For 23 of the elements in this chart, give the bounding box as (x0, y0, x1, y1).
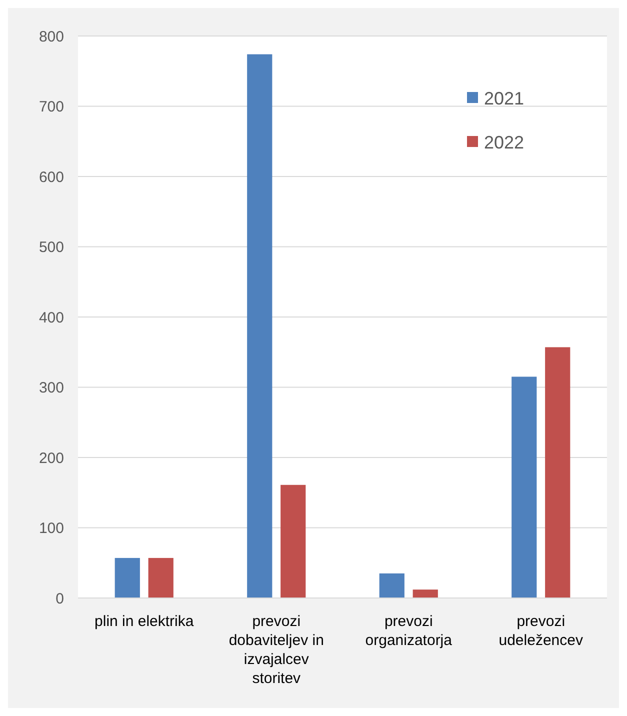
x-tick-label: plin in elektrika (94, 613, 194, 630)
y-tick-label: 400 (38, 309, 64, 326)
y-tick-label: 0 (56, 590, 64, 608)
bar (148, 558, 174, 598)
y-tick-label: 200 (38, 450, 64, 467)
bar (545, 347, 570, 598)
legend-label: 2021 (484, 88, 524, 108)
bar (379, 573, 404, 598)
bar (114, 558, 140, 598)
bar (412, 590, 438, 598)
y-tick-label: 500 (38, 239, 64, 256)
bar (280, 484, 306, 598)
y-tick-label: 800 (38, 28, 64, 46)
bar (247, 54, 272, 598)
x-tick-label: prevozi dobaviteljev in izvajalcev storitev (228, 613, 324, 687)
y-tick-label: 700 (38, 98, 64, 116)
y-tick-label: 100 (38, 520, 64, 537)
y-tick-label: 300 (38, 380, 64, 396)
y-tick-label: 600 (38, 168, 64, 186)
bar (512, 376, 537, 598)
x-tick-label: prevozi organizatorja (365, 613, 453, 649)
x-tick-label: prevozi udeležencev (498, 613, 584, 649)
legend-label: 2022 (484, 132, 524, 152)
